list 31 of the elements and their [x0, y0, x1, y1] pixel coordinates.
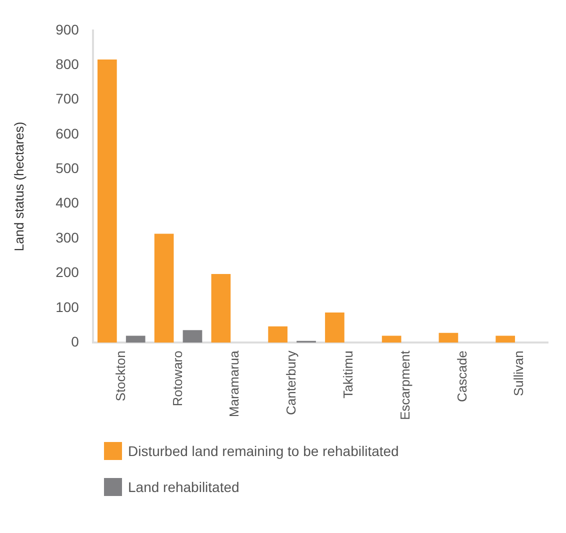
bar — [182, 330, 202, 343]
legend-label: Land rehabilitated — [128, 479, 240, 495]
bar — [268, 326, 288, 343]
y-tick-label: 600 — [56, 125, 80, 142]
y-tick-label: 800 — [56, 56, 80, 72]
bar — [154, 234, 174, 343]
y-tick-label: 900 — [56, 21, 80, 38]
y-tick-label: 700 — [56, 90, 80, 107]
bar — [211, 274, 231, 343]
legend-label: Disturbed land remaining to be rehabilitated — [128, 443, 399, 459]
x-tick-label: Canterbury — [284, 350, 299, 415]
x-tick-label: Stockton — [112, 350, 128, 402]
y-tick-label: 500 — [56, 160, 80, 176]
y-tick-label: 400 — [56, 194, 80, 211]
y-tick-label: 200 — [56, 264, 80, 280]
bar — [438, 332, 458, 343]
x-tick-label: Sullivan — [511, 350, 526, 396]
y-tick-label: 100 — [56, 298, 80, 315]
y-tick-label: 0 — [71, 334, 80, 350]
y-axis-title: Land status (hectares) — [11, 122, 26, 252]
bar — [126, 336, 146, 343]
x-tick-label: Rotowaro — [170, 350, 185, 406]
bar — [382, 336, 402, 343]
y-tick-label: 300 — [56, 229, 80, 246]
x-tick-label: Maramarua — [226, 350, 242, 418]
bar — [98, 60, 117, 343]
bar — [325, 312, 344, 343]
bar — [496, 336, 516, 343]
x-tick-label: Escarpment — [397, 350, 412, 420]
x-tick-label: Cascade — [454, 350, 470, 402]
x-tick-label: Takitimu — [340, 350, 356, 398]
